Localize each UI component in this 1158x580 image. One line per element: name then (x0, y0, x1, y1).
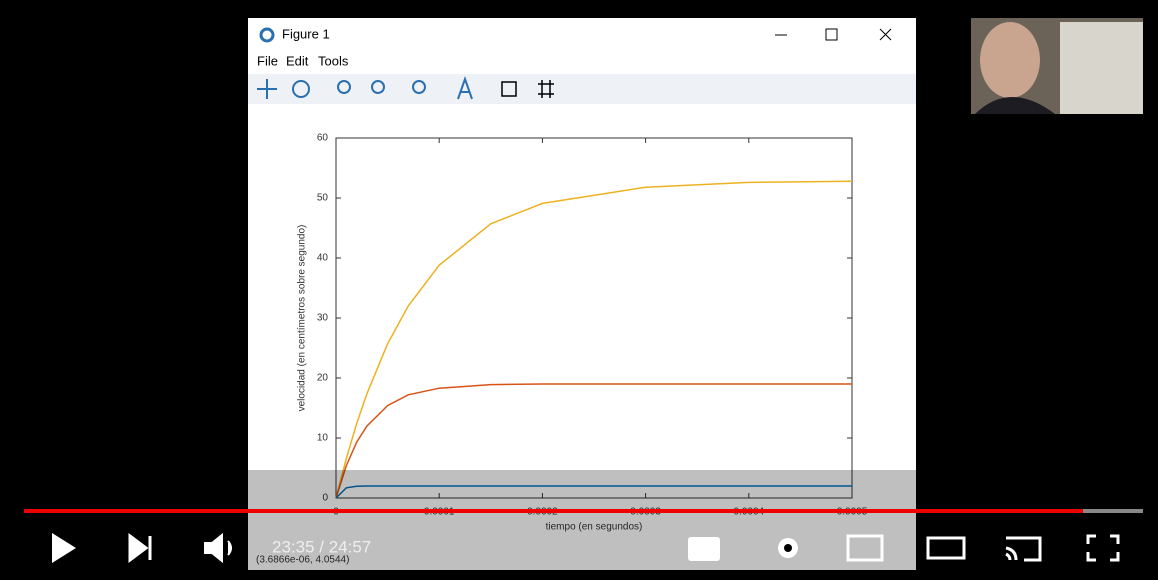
pan-tool[interactable] (257, 79, 277, 99)
menu-item[interactable]: Tools (318, 53, 349, 68)
time-display: 23:35 / 24:57 (272, 537, 371, 556)
zoom-out-tool[interactable] (371, 80, 385, 94)
x-axis-label: tiempo (en segundos) (546, 522, 643, 533)
toolbar (248, 74, 916, 104)
text-tool[interactable] (457, 75, 473, 100)
theater-button[interactable] (926, 536, 966, 560)
play-button[interactable] (52, 533, 76, 563)
data-line (335, 383, 852, 499)
webcam-thumbnail (971, 18, 1143, 114)
toolbar-icons (257, 75, 554, 100)
controls-gradient (0, 470, 1158, 580)
y-tick-label: 10 (317, 433, 329, 444)
settings-hole (784, 544, 792, 552)
y-tick-label: 30 (317, 313, 329, 324)
close-button[interactable] (879, 28, 892, 41)
status-text: (3.6866e-06, 4.0544) (256, 555, 349, 566)
app-icon (259, 27, 275, 43)
miniplayer-button[interactable] (846, 534, 884, 562)
next-button[interactable] (128, 533, 152, 563)
menu-item[interactable]: File (257, 53, 278, 68)
progress-played (24, 509, 1083, 513)
window-title: Figure 1 (282, 26, 330, 41)
y-tick-label: 0 (322, 493, 328, 504)
menu-item[interactable]: Edit (286, 53, 309, 68)
zoom-in-tool[interactable] (337, 80, 351, 94)
data-line (335, 485, 852, 499)
y-tick-label: 60 (317, 133, 329, 144)
rotate-tool[interactable] (292, 80, 310, 98)
axes-box (335, 137, 853, 499)
subtitles-button[interactable] (688, 537, 720, 561)
grid-tool[interactable] (538, 80, 554, 98)
maximize-button[interactable] (825, 28, 838, 41)
zoom-reset-tool[interactable] (412, 80, 426, 94)
box-tool[interactable] (501, 81, 517, 97)
volume-button[interactable] (204, 532, 232, 564)
y-tick-label: 40 (317, 253, 329, 264)
y-tick-label: 20 (317, 373, 329, 384)
cast-button[interactable] (1005, 536, 1042, 562)
fullscreen-button[interactable] (1086, 534, 1120, 562)
y-axis-label: velocidad (en centímetros sobre segundo) (297, 225, 308, 412)
y-tick-label: 50 (317, 193, 329, 204)
data-line (335, 180, 853, 499)
